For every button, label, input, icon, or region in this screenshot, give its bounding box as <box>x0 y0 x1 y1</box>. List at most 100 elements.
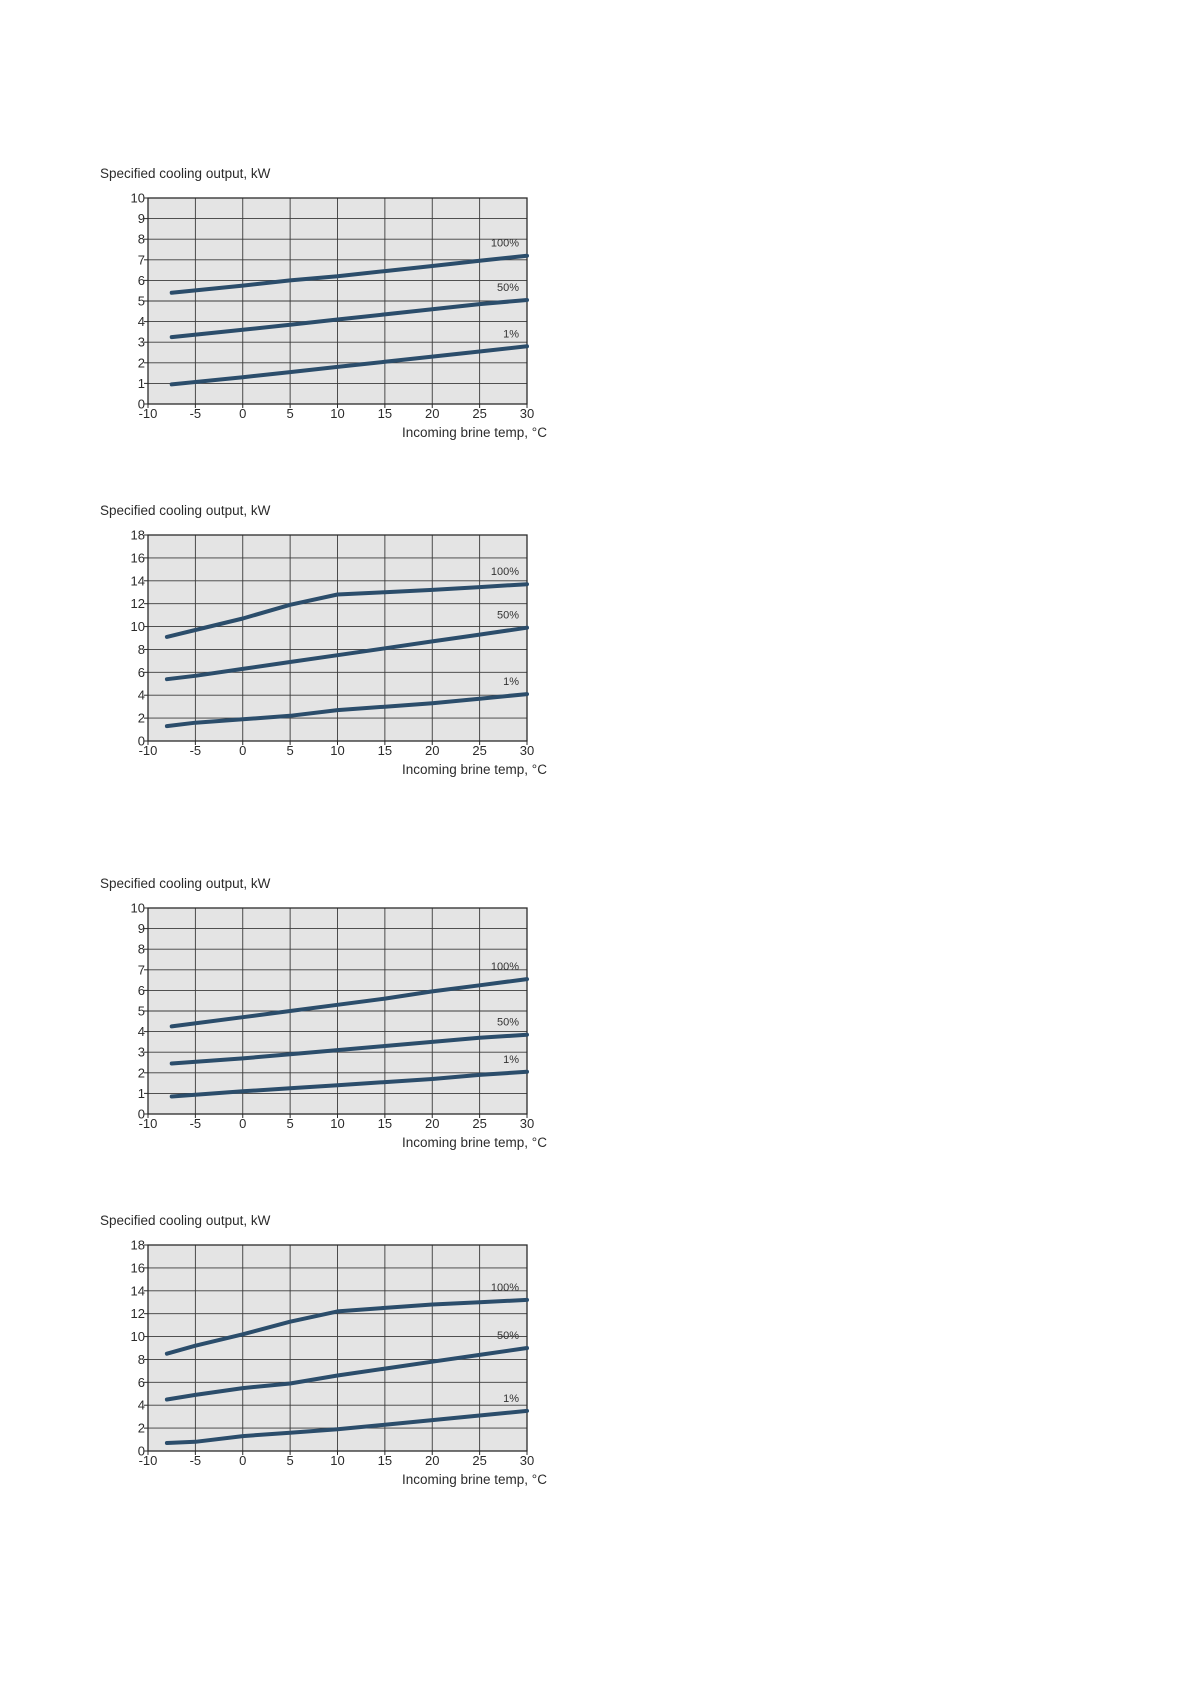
x-tick-label: -10 <box>139 1116 158 1131</box>
x-tick-label: 15 <box>378 1453 392 1468</box>
x-tick-label: 10 <box>330 406 344 421</box>
y-tick-label: 8 <box>138 1352 145 1367</box>
y-tick-label: 18 <box>131 528 145 543</box>
x-tick-label: 25 <box>472 1453 486 1468</box>
y-tick-label: 2 <box>138 1421 145 1436</box>
y-tick-label: 5 <box>138 294 145 309</box>
x-tick-label: 30 <box>520 743 534 758</box>
x-tick-label: 15 <box>378 1116 392 1131</box>
y-tick-label: 6 <box>138 665 145 680</box>
x-tick-label: 5 <box>287 1116 294 1131</box>
chart-plot: 0 1 2 3 4 5 6 7 8 9 10 -10 -5 0 5 10 15 20 25 30 100% 50% 1% <box>131 901 535 1132</box>
y-tick-label: 3 <box>138 335 145 350</box>
y-axis-label: Specified cooling output, kW <box>100 503 271 518</box>
x-tick-label: -5 <box>190 406 202 421</box>
y-tick-label: 8 <box>138 232 145 247</box>
y-tick-label: 6 <box>138 1375 145 1390</box>
x-tick-label: -10 <box>139 406 158 421</box>
y-tick-label: 6 <box>138 983 145 998</box>
chart-plot: 0 2 4 6 8 10 12 14 16 18 -10 -5 0 5 10 15 20 25 30 100% 50% 1… <box>131 528 535 759</box>
series-label: 100% <box>491 961 519 973</box>
y-axis-label: Specified cooling output, kW <box>100 166 271 181</box>
series-label: 1% <box>503 676 519 688</box>
x-axis-label: Incoming brine temp, °C <box>402 762 547 777</box>
y-tick-label: 2 <box>138 355 145 370</box>
cooling-output-chart-4: Specified cooling output, kW 0 2 4 6 8 10 12 14… <box>0 1213 600 1503</box>
y-tick-label: 12 <box>131 1306 145 1321</box>
x-tick-label: 30 <box>520 406 534 421</box>
x-axis-label: Incoming brine temp, °C <box>402 1472 547 1487</box>
x-tick-label: 25 <box>472 1116 486 1131</box>
x-tick-label: 10 <box>330 1453 344 1468</box>
y-tick-label: 7 <box>138 962 145 977</box>
y-tick-label: 4 <box>138 688 145 703</box>
series-line-50pct <box>164 625 529 682</box>
series-label: 50% <box>497 1017 519 1029</box>
y-tick-label: 0 <box>138 734 145 749</box>
x-tick-label: 5 <box>287 1453 294 1468</box>
cooling-output-chart-1: Specified cooling output, kW 0 1 2 3 4 5 6 7 8 9 1… <box>0 166 600 456</box>
series-label: 50% <box>497 610 519 622</box>
x-tick-label: -10 <box>139 1453 158 1468</box>
x-tick-label: -5 <box>190 743 202 758</box>
y-tick-label: 9 <box>138 211 145 226</box>
x-tick-label: 20 <box>425 1453 439 1468</box>
y-tick-label: 2 <box>138 1065 145 1080</box>
y-tick-label: 16 <box>131 1260 145 1275</box>
series-label: 50% <box>497 282 519 294</box>
y-tick-label: 8 <box>138 942 145 957</box>
series-line-1pct <box>164 1408 529 1445</box>
series-label: 100% <box>491 566 519 578</box>
y-tick-label: 10 <box>131 191 145 206</box>
x-tick-label: 30 <box>520 1453 534 1468</box>
series-line-1pct <box>169 344 529 387</box>
x-tick-label: 25 <box>472 743 486 758</box>
y-tick-label: 3 <box>138 1045 145 1060</box>
x-tick-label: 10 <box>330 743 344 758</box>
x-tick-label: 15 <box>378 743 392 758</box>
y-tick-label: 7 <box>138 252 145 267</box>
y-tick-label: 12 <box>131 596 145 611</box>
series-label: 1% <box>503 328 519 340</box>
y-tick-label: 16 <box>131 550 145 565</box>
y-tick-label: 0 <box>138 1444 145 1459</box>
y-tick-label: 1 <box>138 1086 145 1101</box>
x-tick-label: 25 <box>472 406 486 421</box>
x-tick-label: 30 <box>520 1116 534 1131</box>
series-line-100pct <box>164 1297 529 1356</box>
x-axis-label: Incoming brine temp, °C <box>402 425 547 440</box>
series-label: 1% <box>503 1054 519 1066</box>
x-tick-label: -5 <box>190 1453 202 1468</box>
y-axis-label: Specified cooling output, kW <box>100 1213 271 1228</box>
x-tick-label: 0 <box>239 743 246 758</box>
x-tick-label: -5 <box>190 1116 202 1131</box>
y-tick-label: 4 <box>138 314 145 329</box>
cooling-output-chart-2: Specified cooling output, kW 0 2 4 6 8 10 12 14… <box>0 503 600 793</box>
chart-plot: 0 1 2 3 4 5 6 7 8 9 10 -10 -5 0 5 10 15 20 25 30 100% 50% 1% <box>131 191 535 422</box>
series-label: 100% <box>491 1282 519 1294</box>
x-tick-label: 20 <box>425 743 439 758</box>
y-tick-label: 14 <box>131 573 145 588</box>
x-tick-label: 0 <box>239 1116 246 1131</box>
y-tick-label: 1 <box>138 376 145 391</box>
series-line-50pct <box>164 1346 529 1402</box>
series-line-1pct <box>169 1069 529 1099</box>
y-axis-label: Specified cooling output, kW <box>100 876 271 891</box>
series-label: 100% <box>491 238 519 250</box>
y-tick-label: 4 <box>138 1398 145 1413</box>
series-line-50pct <box>169 298 529 340</box>
y-tick-label: 0 <box>138 1107 145 1122</box>
y-tick-label: 10 <box>131 901 145 916</box>
y-tick-label: 10 <box>131 619 145 634</box>
series-line-100pct <box>164 582 529 639</box>
chart-plot: 0 2 4 6 8 10 12 14 16 18 -10 -5 0 5 10 15 20 25 30 100% 50% 1… <box>131 1238 535 1469</box>
x-tick-label: 15 <box>378 406 392 421</box>
y-tick-label: 4 <box>138 1024 145 1039</box>
series-label: 50% <box>497 1330 519 1342</box>
x-tick-label: 0 <box>239 406 246 421</box>
y-tick-label: 5 <box>138 1004 145 1019</box>
x-tick-label: 10 <box>330 1116 344 1131</box>
y-tick-label: 0 <box>138 397 145 412</box>
y-tick-label: 9 <box>138 921 145 936</box>
y-tick-label: 14 <box>131 1283 145 1298</box>
